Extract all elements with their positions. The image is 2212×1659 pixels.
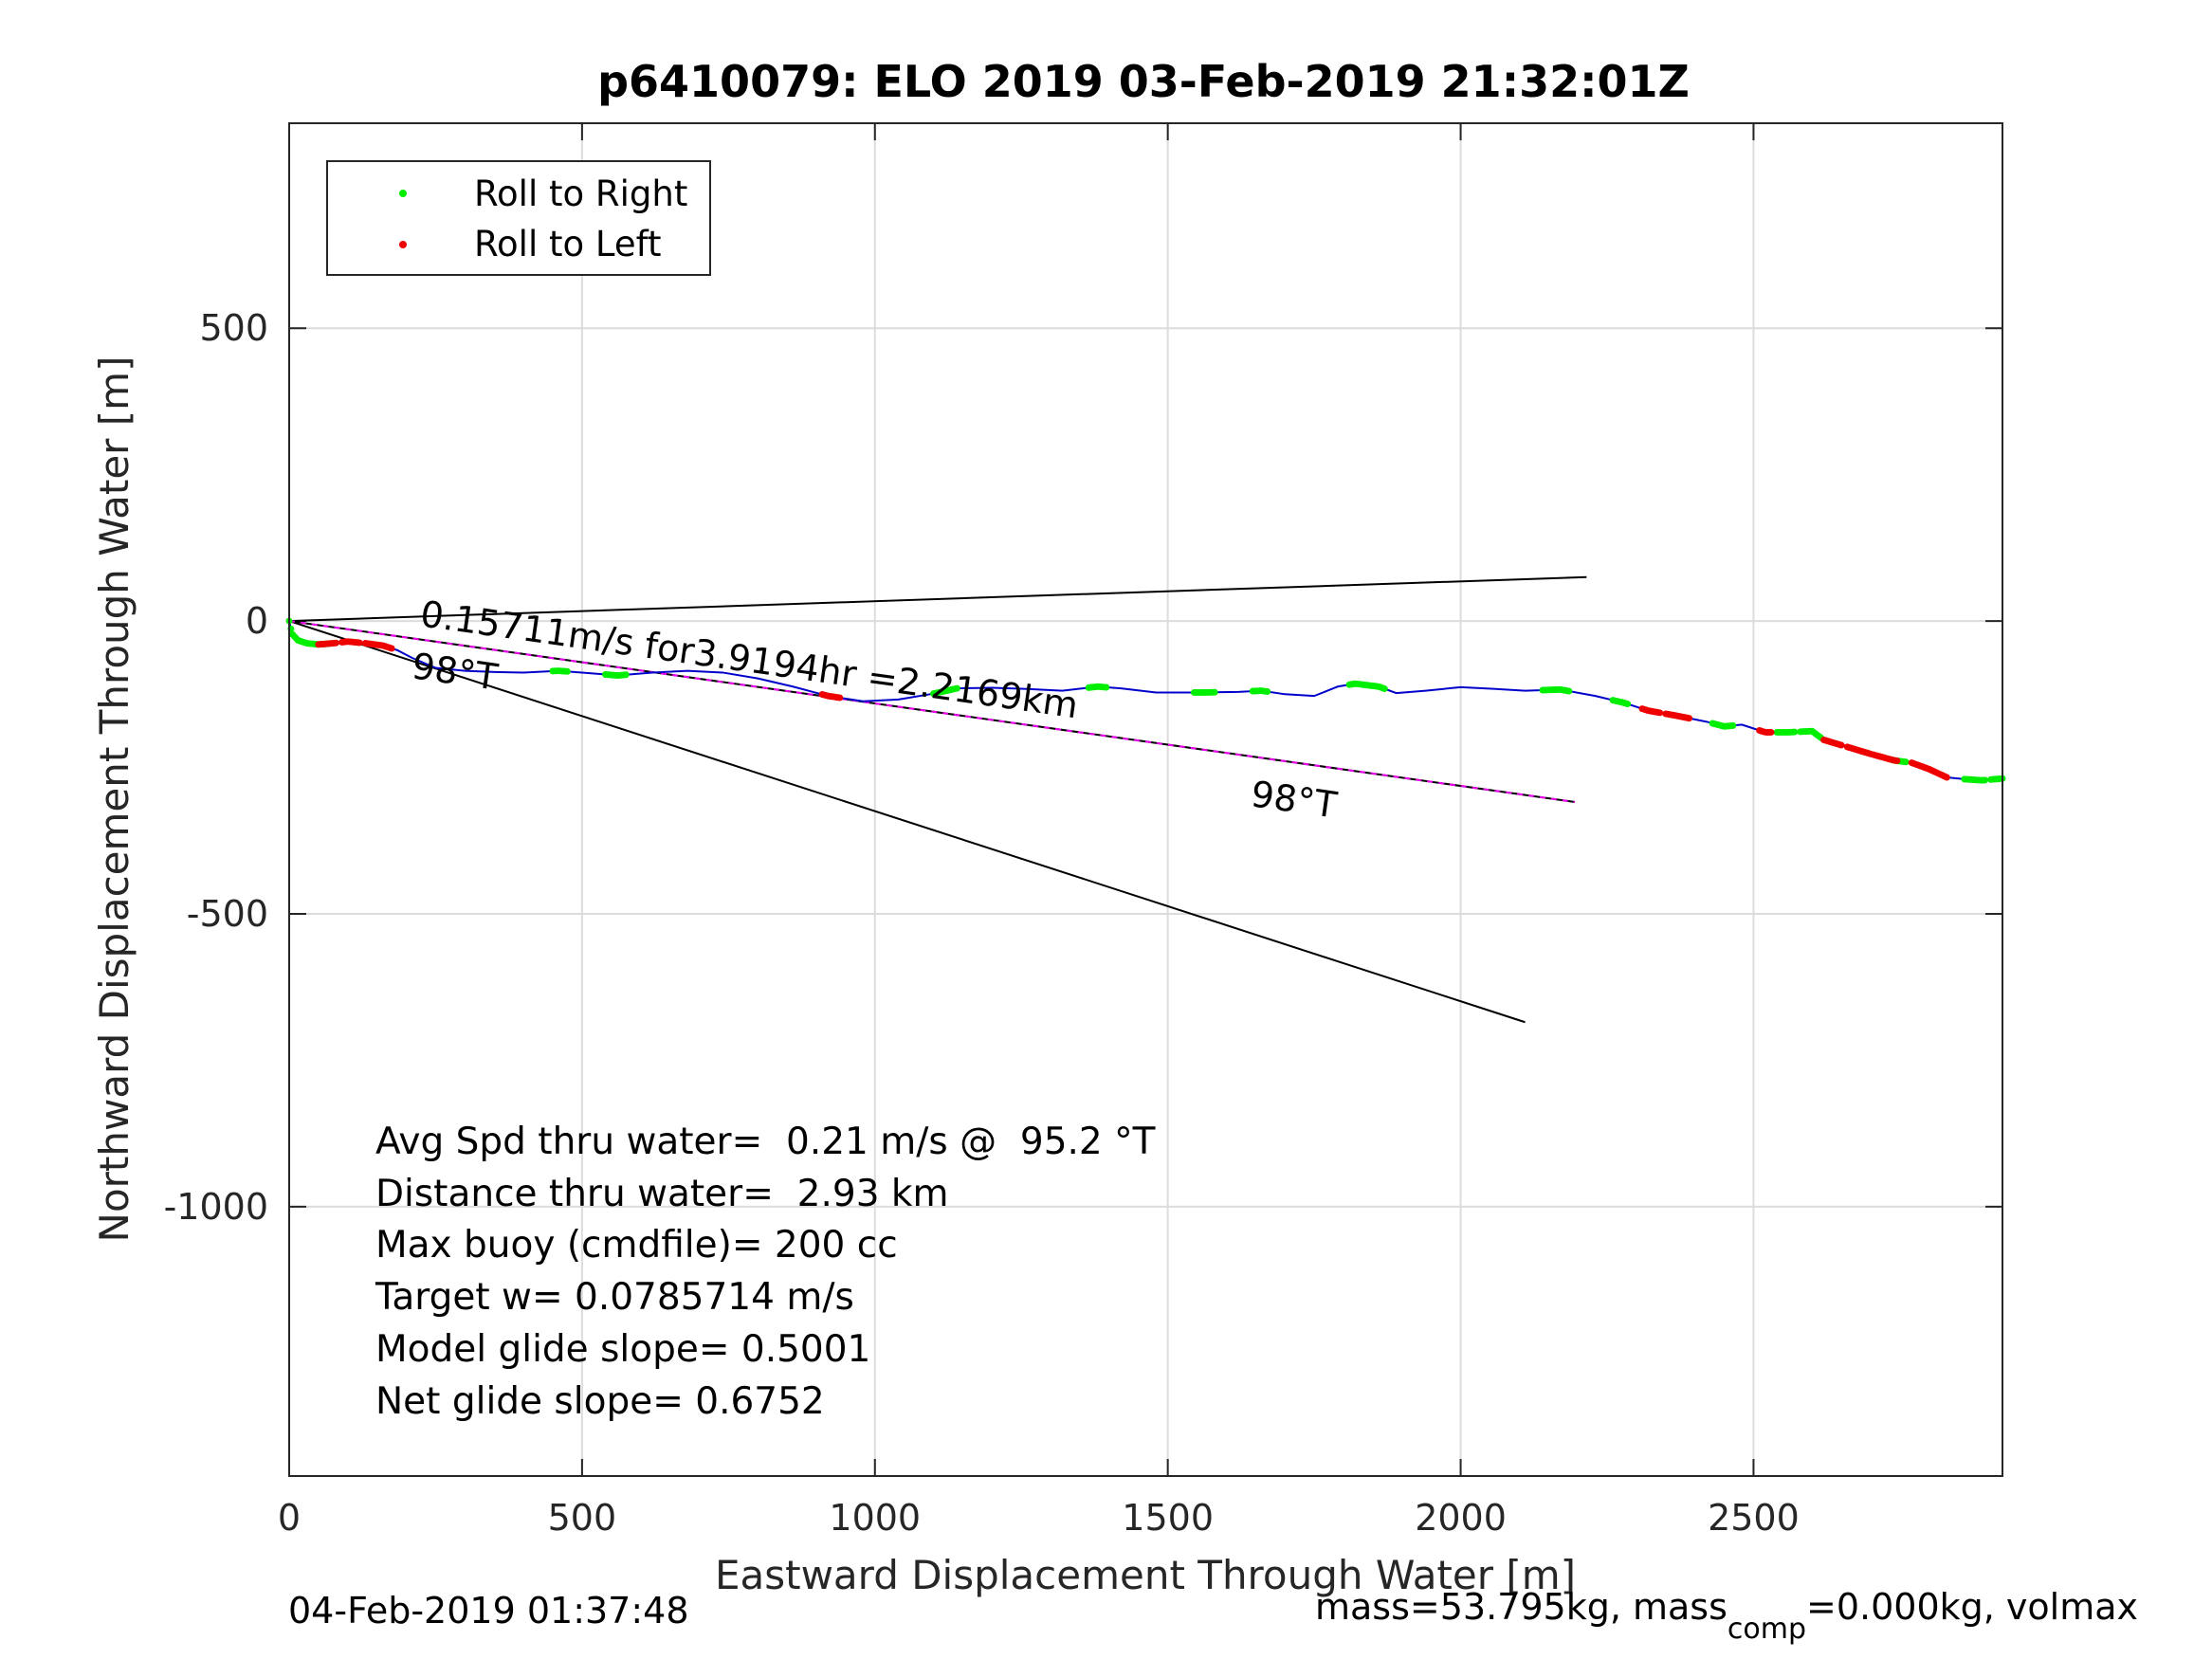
y-tick-label: -500 [187,893,268,935]
footer-mass-prefix: mass=53.795kg, mass [1315,1586,1728,1628]
legend-box [326,160,711,276]
heading-lines [288,575,1587,1024]
roll-right-marker [1103,684,1110,691]
chart-title: p6410079: ELO 2019 03-Feb-2019 21:32:01Z [597,56,1690,107]
x-tick-label: 1000 [829,1497,921,1539]
y-tick-label: -1000 [164,1186,268,1228]
footer-mass-sub: comp [1728,1613,1806,1646]
roll-right-marker [1380,685,1388,693]
roll-right-marker [1565,687,1573,695]
roll-right-marker [1264,688,1271,696]
stat-target-w: Target w= 0.0785714 m/s [375,1276,854,1319]
stat-avg-speed: Avg Spd thru water= 0.21 m/s @ 95.2 °T [375,1121,1156,1163]
roll-right-marker [563,667,571,675]
roll-right-marker [953,684,960,692]
roll-left-marker [1767,728,1775,736]
plot-area [289,123,2002,1476]
current-overlay-line [288,620,1576,803]
roll-right-marker [622,671,630,679]
roll-left-marker [1837,741,1845,749]
x-tick-label: 500 [548,1497,617,1539]
roll-left-marker [1893,757,1901,765]
roll-left-marker [1656,709,1664,717]
grid-lines [289,123,2002,1476]
stat-max-buoy: Max buoy (cmdfile)= 200 cc [375,1224,898,1267]
x-tick-label: 2500 [1708,1497,1800,1539]
stat-model-glide: Model glide slope= 0.5001 [375,1328,870,1371]
legend-marker-roll-left [399,241,407,248]
roll-right-marker [1729,721,1737,729]
footer-mass-info: mass=53.795kg, masscomp=0.000kg, volmax [1315,1586,2138,1646]
y-tick-label: 500 [199,307,268,349]
upper-bound-line [288,575,1587,623]
x-tick-label: 2000 [1415,1497,1507,1539]
roll-right-marker [1624,701,1632,708]
y-tick-label: 0 [246,600,268,642]
stat-distance: Distance thru water= 2.93 km [375,1173,948,1215]
stats-block: Avg Spd thru water= 0.21 m/s @ 95.2 °T D… [375,1121,1156,1423]
roll-right-marker [1902,758,1910,766]
lower-bound-line [288,620,1526,1024]
plot-frame [288,122,2003,1477]
footer-mass-suffix: =0.000kg, volmax [1806,1586,2138,1628]
roll-left-marker [332,639,339,647]
roll-right-marker [1981,776,1988,784]
legend-label-roll-right: Roll to Right [474,173,687,214]
y-axis-label: Northward Displacement Through Water [m] [91,356,137,1243]
roll-left-marker [388,645,395,652]
roll-left-marker [836,694,844,702]
x-tick-label: 1500 [1122,1497,1214,1539]
legend-marker-roll-right [399,190,407,197]
roll-left-marker [1943,774,1950,781]
roll-left-marker [356,639,363,647]
x-axis-label: Eastward Displacement Through Water [m] [715,1552,1576,1598]
footer-timestamp: 04-Feb-2019 01:37:48 [288,1590,689,1632]
x-tick-label: 0 [278,1497,301,1539]
stat-net-glide: Net glide slope= 0.6752 [375,1380,825,1423]
roll-right-marker [1791,728,1799,736]
axis-ticks: 0 500 1000 1500 2000 2500 500 0 -500 -1000 [164,123,2002,1539]
legend: Roll to Right Roll to Left [326,160,711,276]
roll-markers [285,617,2006,784]
legend-label-roll-left: Roll to Left [474,224,662,264]
roll-left-marker [1685,715,1692,722]
roll-right-marker [1211,688,1218,696]
